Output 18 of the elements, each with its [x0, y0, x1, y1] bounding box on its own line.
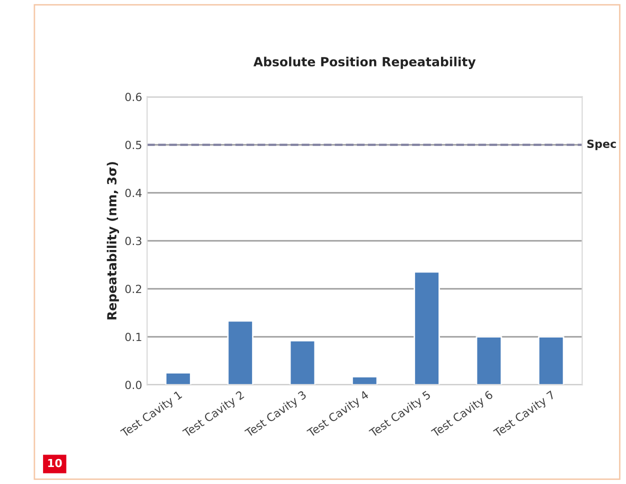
y-tick-label: 0.1	[125, 332, 142, 342]
y-tick-label: 0.3	[125, 236, 142, 246]
y-axis-title: Repeatability (nm, 3σ)	[106, 162, 120, 320]
y-tick-label: 0.5	[125, 140, 142, 150]
y-tick-label: 0.6	[125, 92, 142, 102]
bar	[538, 336, 564, 385]
bar	[289, 340, 316, 385]
ref-line-label: Spec	[587, 140, 616, 150]
y-tick-label: 0.4	[125, 188, 142, 198]
bar	[476, 336, 502, 385]
y-tick-label: 0.2	[125, 284, 142, 294]
bar	[165, 372, 192, 385]
y-tick-label: 0.0	[125, 380, 142, 390]
text: 10	[48, 458, 62, 468]
bar	[414, 271, 440, 385]
bar	[227, 320, 254, 385]
bar	[352, 376, 378, 385]
chart-title: Absolute Position Repeatability	[253, 56, 476, 69]
